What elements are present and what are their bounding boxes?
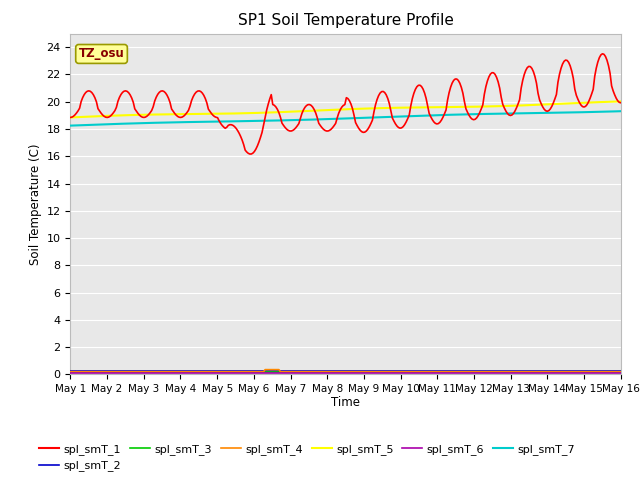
spl_smT_2 — [134, 369, 141, 374]
spl_smT_4 — [258, 369, 266, 374]
Y-axis label: Soil Temperature (C): Soil Temperature (C) — [29, 143, 42, 265]
spl_smT_1 — [67, 115, 74, 120]
spl_smT_6 — [67, 370, 74, 376]
spl_smT_1 — [134, 110, 141, 116]
spl_smT_2 — [258, 369, 266, 374]
spl_smT_2 — [586, 369, 594, 374]
spl_smT_1 — [250, 149, 258, 155]
spl_smT_2 — [230, 369, 238, 374]
spl_smT_4 — [249, 369, 257, 374]
spl_smT_5 — [258, 110, 266, 116]
spl_smT_7 — [307, 117, 315, 122]
spl_smT_6 — [230, 370, 238, 376]
Line: spl_smT_4: spl_smT_4 — [70, 370, 621, 372]
spl_smT_7 — [258, 118, 266, 124]
Legend: spl_smT_1, spl_smT_2, spl_smT_3, spl_smT_4, spl_smT_5, spl_smT_6, spl_smT_7: spl_smT_1, spl_smT_2, spl_smT_3, spl_smT… — [35, 440, 580, 476]
Line: spl_smT_5: spl_smT_5 — [70, 101, 621, 118]
spl_smT_4 — [134, 369, 141, 374]
spl_smT_7 — [586, 109, 594, 115]
spl_smT_1 — [617, 100, 625, 106]
spl_smT_6 — [307, 370, 315, 376]
spl_smT_6 — [134, 370, 141, 376]
spl_smT_1 — [246, 151, 253, 157]
spl_smT_4 — [617, 369, 625, 374]
spl_smT_5 — [230, 110, 238, 116]
spl_smT_5 — [586, 99, 594, 105]
spl_smT_7 — [67, 123, 74, 129]
spl_smT_3 — [258, 370, 266, 375]
spl_smT_7 — [134, 120, 141, 126]
spl_smT_1 — [260, 122, 268, 128]
spl_smT_3 — [230, 370, 238, 375]
Line: spl_smT_1: spl_smT_1 — [70, 54, 621, 154]
spl_smT_3 — [617, 370, 625, 375]
spl_smT_2 — [67, 369, 74, 374]
spl_smT_6 — [617, 370, 625, 376]
spl_smT_3 — [586, 370, 594, 375]
spl_smT_4 — [230, 369, 238, 374]
spl_smT_5 — [617, 98, 625, 104]
spl_smT_5 — [249, 110, 257, 116]
Title: SP1 Soil Temperature Profile: SP1 Soil Temperature Profile — [237, 13, 454, 28]
spl_smT_2 — [307, 369, 315, 374]
spl_smT_1 — [598, 51, 606, 57]
spl_smT_2 — [249, 369, 257, 374]
spl_smT_7 — [230, 119, 238, 124]
spl_smT_2 — [617, 369, 625, 374]
spl_smT_7 — [617, 108, 625, 114]
spl_smT_5 — [134, 112, 141, 118]
spl_smT_1 — [588, 91, 595, 97]
spl_smT_5 — [67, 115, 74, 120]
spl_smT_6 — [586, 370, 594, 376]
spl_smT_3 — [67, 370, 74, 375]
Line: spl_smT_7: spl_smT_7 — [70, 111, 621, 126]
spl_smT_5 — [307, 108, 315, 114]
X-axis label: Time: Time — [331, 396, 360, 408]
spl_smT_1 — [230, 124, 238, 130]
spl_smT_3 — [134, 370, 141, 375]
spl_smT_1 — [308, 104, 316, 110]
Text: TZ_osu: TZ_osu — [79, 48, 124, 60]
spl_smT_7 — [249, 118, 257, 124]
spl_smT_6 — [258, 370, 266, 376]
spl_smT_4 — [261, 367, 269, 372]
spl_smT_3 — [307, 370, 315, 375]
spl_smT_6 — [249, 370, 257, 376]
spl_smT_4 — [308, 369, 316, 374]
spl_smT_3 — [249, 370, 257, 375]
spl_smT_4 — [67, 369, 74, 374]
spl_smT_4 — [588, 369, 595, 374]
